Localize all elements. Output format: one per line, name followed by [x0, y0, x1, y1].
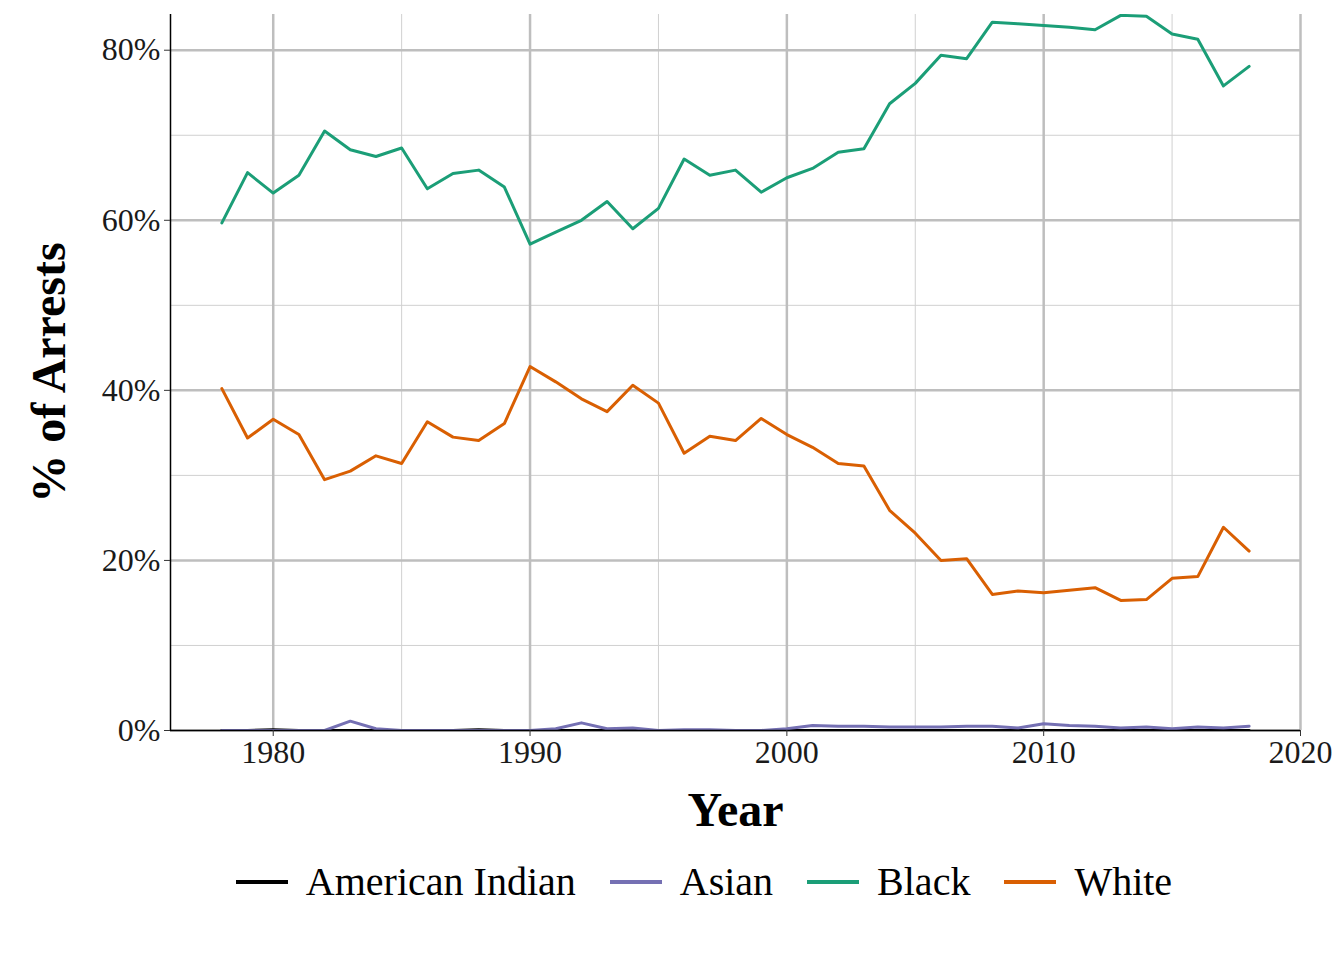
svg-text:60%: 60%: [102, 202, 161, 238]
svg-text:80%: 80%: [102, 31, 161, 67]
svg-text:1990: 1990: [498, 734, 562, 770]
svg-text:Year: Year: [688, 783, 784, 836]
html-text:Asian: Asian: [679, 859, 774, 904]
svg-text:0%: 0%: [118, 712, 161, 748]
svg-text:2010: 2010: [1012, 734, 1076, 770]
svg-text:% of Arrests: % of Arrests: [22, 242, 75, 502]
html-text:White: White: [1074, 859, 1173, 904]
html-text:American Indian: American Indian: [305, 859, 576, 904]
svg-text:20%: 20%: [102, 542, 161, 578]
html-text:Black: Black: [877, 859, 971, 904]
svg-text:2020: 2020: [1269, 734, 1333, 770]
svg-text:1980: 1980: [241, 734, 305, 770]
svg-text:2000: 2000: [755, 734, 819, 770]
svg-text:40%: 40%: [102, 372, 161, 408]
